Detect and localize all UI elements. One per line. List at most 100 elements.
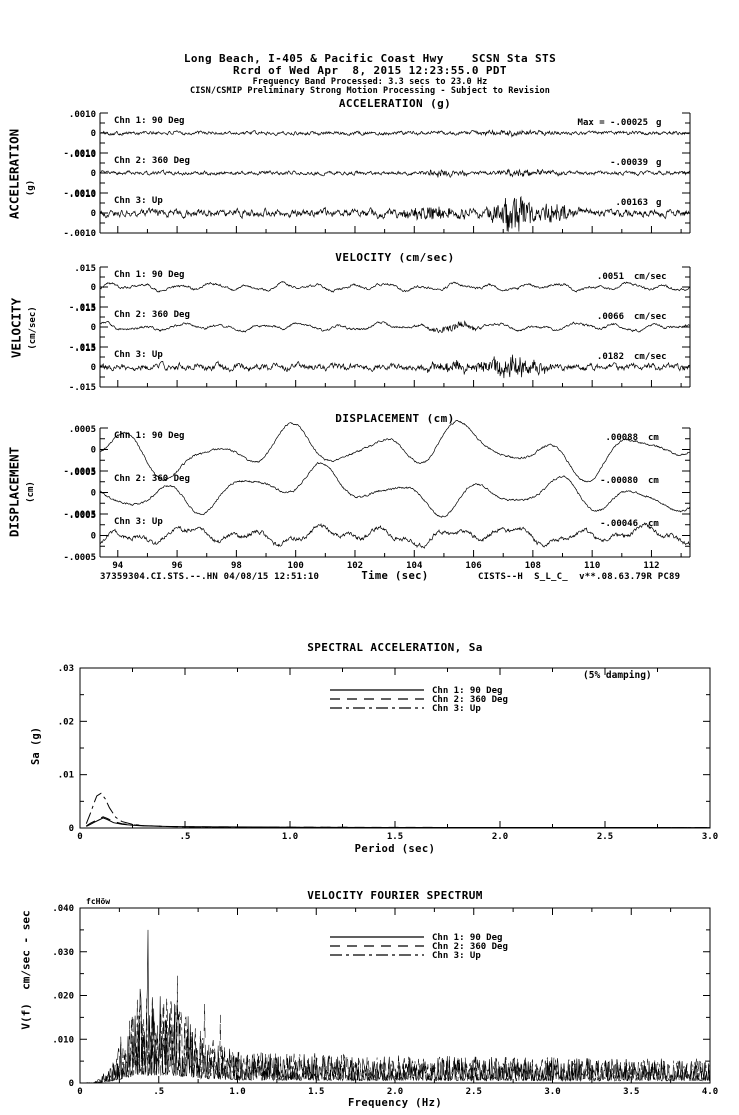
peak-unit: cm xyxy=(648,433,659,443)
x-tick-label: 1.5 xyxy=(387,832,403,842)
trace-chn-3-up xyxy=(99,195,691,232)
y-tick-label: 0 xyxy=(91,363,96,373)
y-tick-label: -.0005 xyxy=(63,467,96,477)
legend-label: Chn 2: 360 Deg xyxy=(432,942,508,952)
y-tick-label: 0 xyxy=(91,489,96,499)
x-tick-label: .5 xyxy=(153,1087,164,1097)
processing-note: CISN/CSMIP Preliminary Strong Motion Pro… xyxy=(189,86,550,96)
y-tick-label: .015 xyxy=(74,344,96,354)
y-tick-label: 0 xyxy=(69,824,74,834)
peak-annotation: .0182 xyxy=(597,352,624,362)
peak-annotation: .00088 xyxy=(605,433,638,443)
legend-label: Chn 3: Up xyxy=(432,704,481,714)
series-chn-3-up xyxy=(80,998,711,1084)
x-tick-label: 3.5 xyxy=(623,1087,639,1097)
frequency-band-note: Frequency Band Processed: 3.3 secs to 23… xyxy=(252,77,488,87)
y-tick-label: 0 xyxy=(91,129,96,139)
y-tick-label: -.0010 xyxy=(63,189,96,199)
x-tick-label: .5 xyxy=(180,832,191,842)
x-tick-label: 4.0 xyxy=(702,1087,718,1097)
y-tick-label: -.0010 xyxy=(63,149,96,159)
x-tick-label: 110 xyxy=(584,561,600,571)
y-tick-label: 0 xyxy=(91,532,96,542)
peak-annotation: .00163 xyxy=(615,198,648,208)
y-tick-label: .015 xyxy=(74,264,96,274)
series-chn-3-up xyxy=(85,792,711,829)
frequency-axis-label: Frequency (Hz) xyxy=(347,1097,443,1109)
y-tick-label: 0 xyxy=(91,209,96,219)
series-chn-2-360-deg xyxy=(80,975,711,1084)
y-tick-label: .020 xyxy=(52,992,74,1002)
acceleration-title: ACCELERATION (g) xyxy=(338,97,452,110)
peak-annotation: .0051 xyxy=(597,272,624,282)
displacement-side-unit: (cm) xyxy=(26,481,36,503)
y-tick-label: .010 xyxy=(52,1035,74,1045)
peak-annotation: Max = -.00025 xyxy=(578,118,648,128)
peak-unit: cm/sec xyxy=(634,312,667,322)
channel-label: Chn 1: 90 Deg xyxy=(114,270,184,280)
channel-label: Chn 2: 360 Deg xyxy=(114,474,190,484)
record-datetime: Rcrd of Wed Apr 8, 2015 12:23:55.0 PDT xyxy=(233,64,507,77)
x-tick-label: 2.0 xyxy=(492,832,508,842)
record-id-footer: 37359304.CI.STS.--.HN 04/08/15 12:51:10 xyxy=(100,572,320,582)
y-tick-label: .02 xyxy=(58,717,74,727)
peak-unit: cm xyxy=(648,476,659,486)
legend-label: Chn 2: 360 Deg xyxy=(432,695,508,705)
series-chn-1-90-deg xyxy=(80,929,711,1084)
y-tick-label: 0 xyxy=(91,169,96,179)
channel-label: Chn 1: 90 Deg xyxy=(114,431,184,441)
peak-unit: g xyxy=(656,158,661,168)
displacement-side-label: DISPLACEMENT xyxy=(6,446,22,538)
series-chn-2-360-deg xyxy=(86,816,711,829)
trace-chn-3-up xyxy=(99,522,690,549)
y-tick-label: -.015 xyxy=(69,303,96,313)
time-axis-label: Time (sec) xyxy=(361,570,429,582)
processing-version-footer: CISTS--H S_L_C_ v**.08.63.79R PC89 xyxy=(478,572,681,582)
x-tick-label: 3.0 xyxy=(544,1087,560,1097)
peak-annotation: -.00080 xyxy=(600,476,638,486)
sa-y-axis-label: Sa (g) xyxy=(30,727,42,765)
y-tick-label: .0010 xyxy=(69,110,96,120)
period-axis-label: Period (sec) xyxy=(354,843,436,855)
y-tick-label: .03 xyxy=(58,664,74,674)
channel-label: Chn 3: Up xyxy=(114,517,163,527)
trace-chn-3-up xyxy=(99,354,691,379)
y-tick-label: .0005 xyxy=(69,425,96,435)
x-tick-label: 2.0 xyxy=(387,1087,403,1097)
peak-annotation: .0066 xyxy=(597,312,624,322)
x-tick-label: 2.5 xyxy=(466,1087,482,1097)
x-tick-label: 1.5 xyxy=(308,1087,324,1097)
series-chn-1-90-deg xyxy=(86,817,711,829)
y-tick-label: 0 xyxy=(69,1079,74,1089)
y-tick-label: 0 xyxy=(91,323,96,333)
displacement-chart: .0005 0 -.0005 Chn 1: 90 Deg .00088 cm .0005 0 -… xyxy=(63,420,691,571)
x-tick-label: 2.5 xyxy=(597,832,613,842)
y-tick-label: .0005 xyxy=(69,468,96,478)
peak-unit: g xyxy=(656,198,661,208)
x-tick-label: 0 xyxy=(77,832,82,842)
acceleration-side-label: ACCELERATION xyxy=(6,128,22,220)
y-tick-label: .040 xyxy=(52,904,74,914)
x-tick-label: 112 xyxy=(643,561,659,571)
velocity-chart: .015 0 -.015 Chn 1: 90 Deg .0051 cm/sec .015 0 -… xyxy=(69,264,691,393)
x-tick-label: 3.0 xyxy=(702,832,718,842)
x-tick-label: 104 xyxy=(406,561,423,571)
x-tick-label: 102 xyxy=(347,561,363,571)
legend-label: Chn 3: Up xyxy=(432,951,481,961)
channel-label: Chn 3: Up xyxy=(114,196,163,206)
fourier-title: VELOCITY FOURIER SPECTRUM xyxy=(307,889,483,902)
trace-chn-1-90-deg xyxy=(99,420,691,483)
x-tick-label: 1.0 xyxy=(282,832,298,842)
acceleration-chart: .0010 0 -.0010 Chn 1: 90 Deg Max = -.00025 g.… xyxy=(63,110,691,239)
velocity-side-unit: (cm/sec) xyxy=(28,306,38,350)
acceleration-side-unit: (g) xyxy=(26,179,36,197)
y-tick-label: -.0005 xyxy=(63,553,96,563)
channel-label: Chn 2: 360 Deg xyxy=(114,310,190,320)
y-tick-label: .0010 xyxy=(69,150,96,160)
fourier-y-axis-label: V(f) cm/sec - sec xyxy=(19,910,33,1030)
y-tick-label: -.0010 xyxy=(63,229,96,239)
y-tick-label: .015 xyxy=(74,304,96,314)
legend-label: Chn 1: 90 Deg xyxy=(432,933,502,943)
displacement-title: DISPLACEMENT (cm) xyxy=(335,412,455,425)
